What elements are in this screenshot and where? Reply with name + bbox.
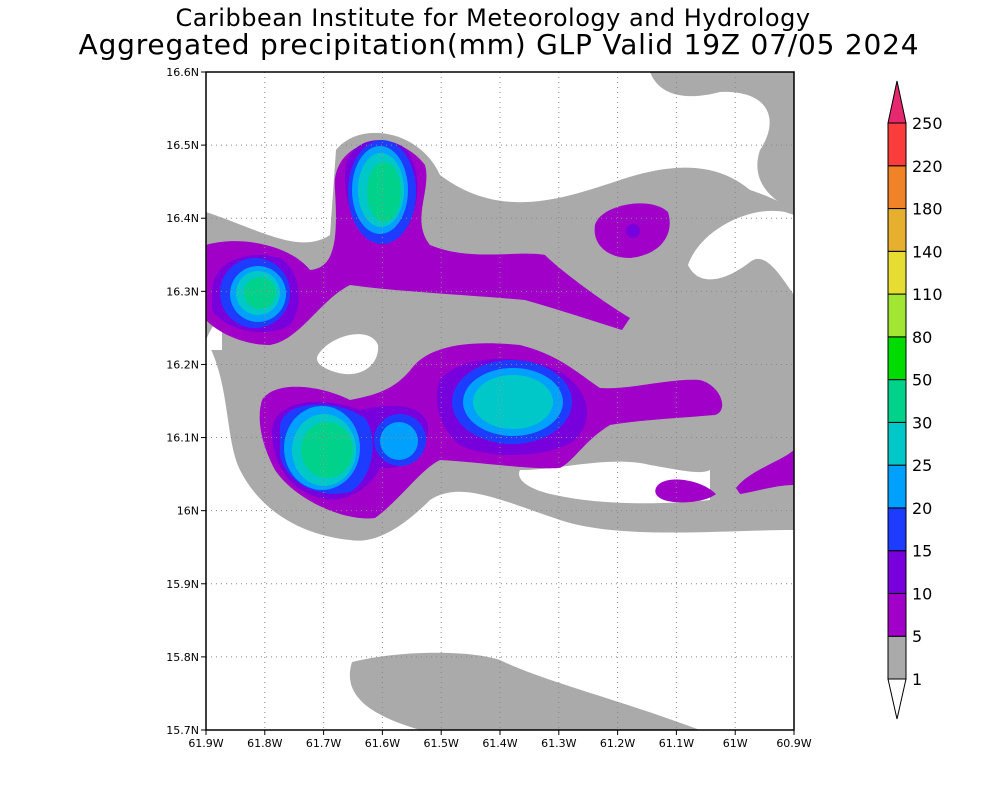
legend-swatch [887, 678, 907, 720]
latitude-axis: 16.6N 16.5N 16.4N 16.3N 16.2N 16.1N 16N 15.9N 15… [166, 66, 206, 737]
longitude-tick-label: 61.9W [188, 737, 223, 750]
longitude-tick-label: 61W [723, 737, 748, 750]
legend-swatch [887, 421, 907, 466]
latitude-tick-label: 16.4N [166, 212, 199, 225]
longitude-axis: 61.9W 61.8W 61.7W 61.6W 61.5W 61.4W 61.3W 61.2W… [188, 730, 812, 750]
legend-swatch [887, 592, 907, 637]
latitude-tick-label: 16N [177, 505, 199, 518]
legend-label: 5 [912, 627, 922, 646]
rain-area-30-50mm [367, 162, 401, 222]
legend-swatch [887, 550, 907, 594]
rain-area-10-15mm [626, 224, 640, 238]
longitude-tick-label: 61.5W [424, 737, 459, 750]
legend-swatch [887, 635, 907, 680]
precipitation-field [206, 72, 794, 730]
legend-label: 1 [912, 670, 922, 689]
latitude-tick-label: 15.9N [166, 578, 199, 591]
legend-swatch [887, 250, 907, 295]
rain-area-5-10mm [206, 142, 630, 345]
rain-area-30-50mm [244, 277, 276, 309]
latitude-tick-label: 16.6N [166, 66, 199, 79]
latitude-tick-label: 15.7N [166, 724, 199, 737]
longitude-tick-label: 61.3W [541, 737, 576, 750]
map-grid [206, 72, 794, 730]
legend-label: 80 [912, 328, 932, 347]
longitude-tick-label: 60.9W [776, 737, 811, 750]
legend-swatch [887, 336, 907, 381]
longitude-tick-label: 61.8W [247, 737, 282, 750]
rain-area-30-50mm [486, 384, 542, 420]
legend-swatch [887, 208, 907, 252]
latitude-tick-label: 15.8N [166, 651, 199, 664]
legend-label: 180 [912, 200, 943, 219]
legend-swatch [887, 293, 907, 338]
legend-label: 10 [912, 584, 932, 603]
legend-swatch [887, 379, 907, 423]
legend-label: 220 [912, 157, 943, 176]
latitude-tick-label: 16.2N [166, 358, 199, 371]
longitude-tick-label: 61.2W [600, 737, 635, 750]
longitude-tick-label: 61.7W [306, 737, 341, 750]
rain-area-1-5mm [349, 652, 700, 730]
legend-label: 250 [912, 114, 943, 133]
longitude-tick-label: 61.6W [365, 737, 400, 750]
chart-title-line1: Caribbean Institute for Meteorology and … [175, 4, 811, 32]
rain-area-30-50mm [301, 422, 353, 478]
legend-swatch [887, 122, 907, 167]
legend-label: 50 [912, 371, 932, 390]
rain-area-1-5mm [650, 72, 794, 210]
latitude-tick-label: 16.3N [166, 285, 199, 298]
longitude-tick-label: 61.1W [659, 737, 694, 750]
legend-label: 20 [912, 499, 932, 518]
chart-title-line2: Aggregated precipitation(mm) GLP Valid 1… [78, 28, 920, 61]
legend-swatch [887, 507, 907, 552]
dry-area [316, 334, 379, 375]
rain-area-5-10mm [736, 450, 794, 494]
latitude-tick-label: 16.1N [166, 432, 199, 445]
legend-swatch [887, 165, 907, 210]
legend-swatch [887, 464, 907, 509]
legend-swatch [887, 80, 907, 124]
rain-area-20-25mm [380, 422, 418, 460]
legend-label: 25 [912, 456, 932, 475]
legend-label: 110 [912, 285, 943, 304]
dry-area [688, 210, 794, 295]
legend-label: 140 [912, 242, 943, 261]
legend-label: 30 [912, 413, 932, 432]
rain-area-5-10mm [655, 479, 716, 503]
legend-label: 15 [912, 542, 932, 561]
longitude-tick-label: 61.4W [482, 737, 517, 750]
latitude-tick-label: 16.5N [166, 139, 199, 152]
